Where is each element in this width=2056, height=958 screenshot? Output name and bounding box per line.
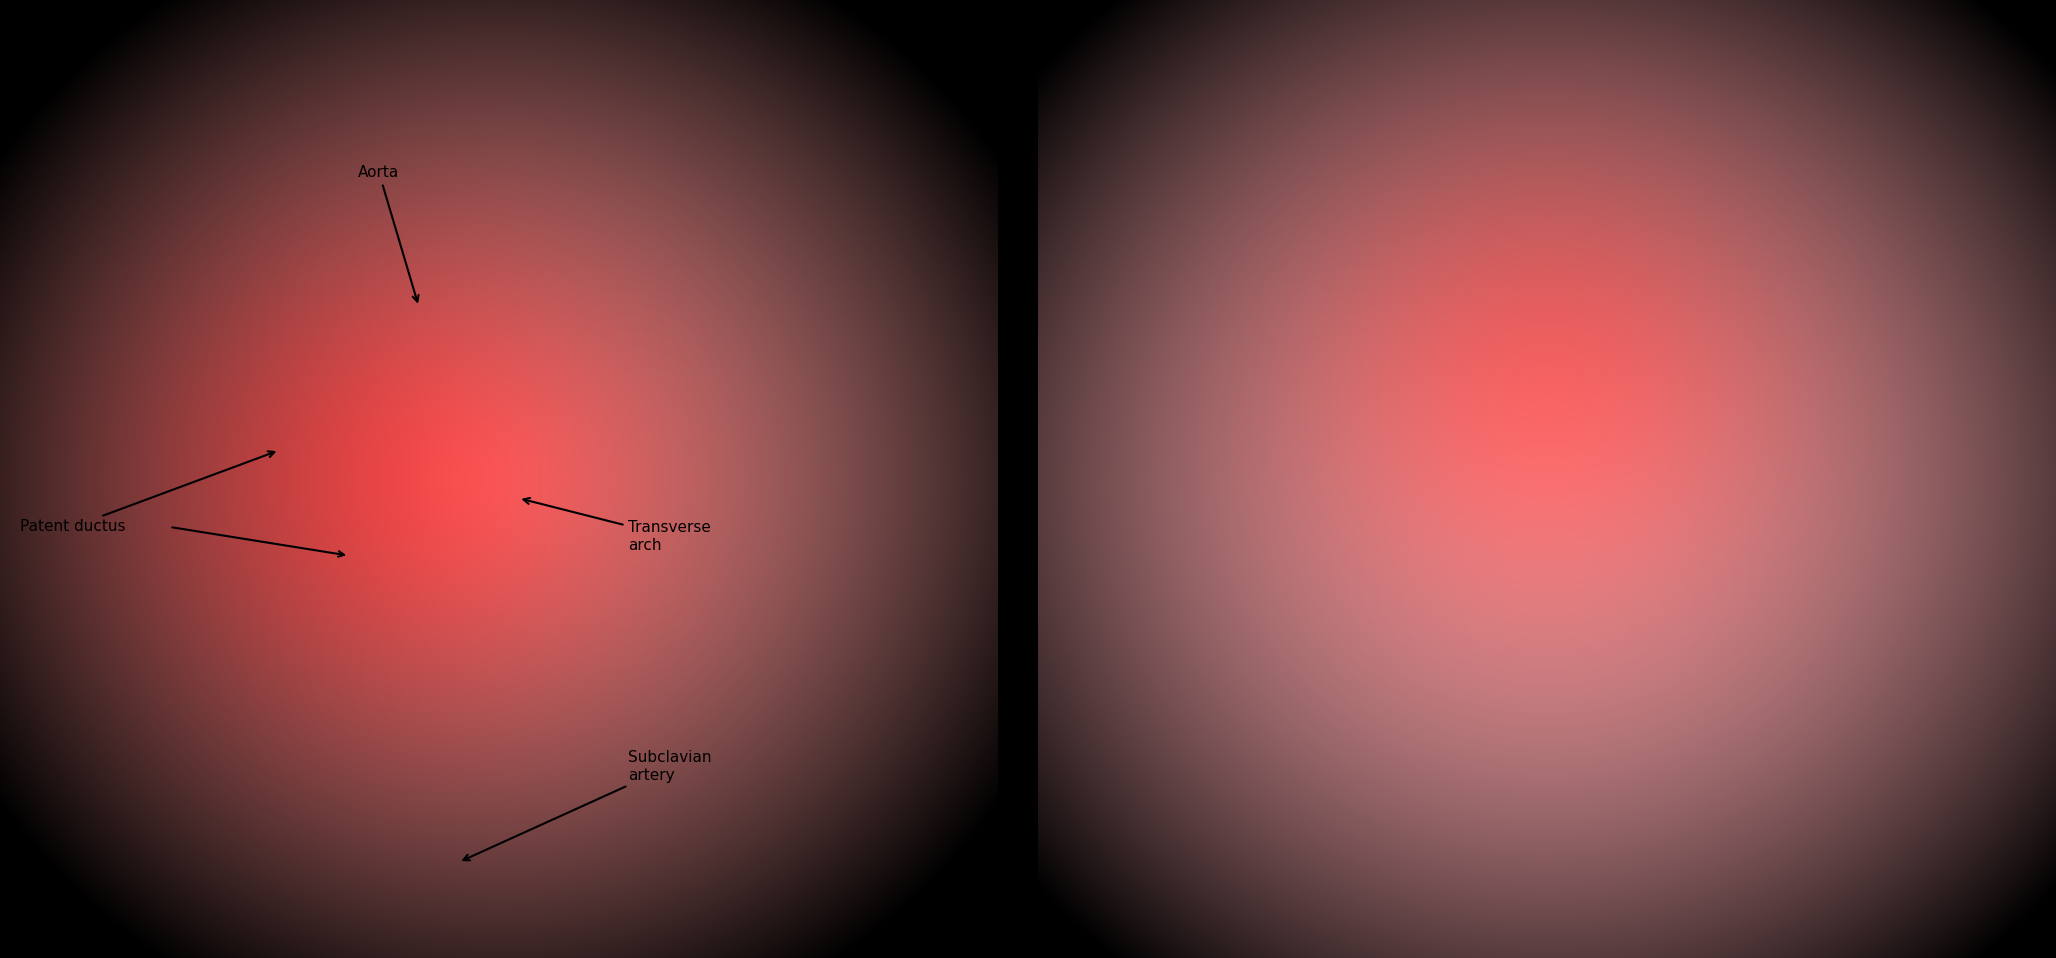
Text: Transverse
arch: Transverse arch: [524, 498, 711, 553]
Text: Patent ductus: Patent ductus: [21, 451, 273, 535]
Text: Subclavian
artery: Subclavian artery: [463, 750, 711, 860]
Text: Aorta: Aorta: [358, 165, 419, 302]
